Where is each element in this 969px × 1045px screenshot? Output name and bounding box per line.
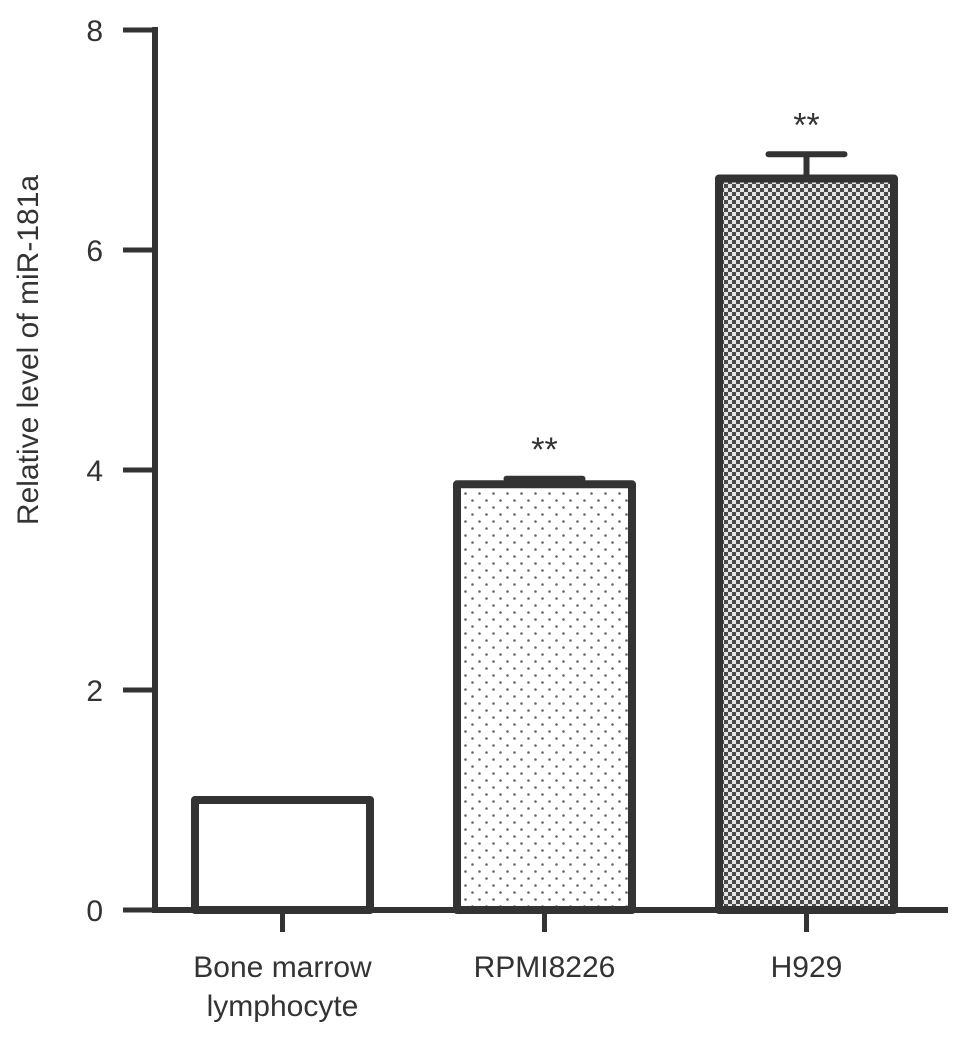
y-axis: 0 2 4 6 8 [86, 15, 158, 928]
significance-label: ** [531, 431, 557, 469]
y-axis-label: Relative level of miR-181a [12, 175, 45, 525]
y-tick-label: 2 [86, 675, 103, 708]
x-tick-label: H929 [771, 951, 843, 984]
bar [191, 796, 374, 914]
bars: ** ** [191, 106, 898, 914]
y-tick-label: 4 [86, 455, 103, 488]
bar [715, 174, 898, 914]
y-tick-label: 0 [86, 895, 103, 928]
x-tick-label: Bone marrow lymphocyte [193, 951, 372, 1023]
x-axis: Bone marrow lymphocyte RPMI8226 H929 [152, 907, 948, 1023]
significance-label: ** [793, 106, 819, 144]
bar [453, 480, 636, 914]
y-tick-label: 6 [86, 235, 103, 268]
y-tick-label: 8 [86, 15, 103, 48]
x-tick-label: RPMI8226 [474, 951, 616, 984]
